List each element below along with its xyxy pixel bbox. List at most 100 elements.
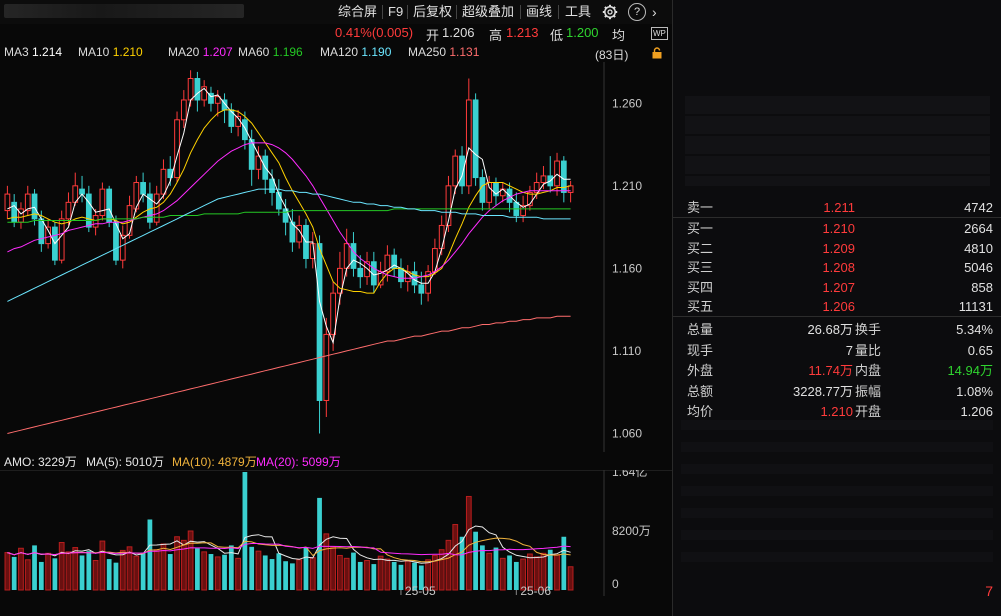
volume-bar <box>547 549 553 590</box>
candle <box>418 271 425 305</box>
open-label: 开 <box>426 28 440 43</box>
amo-ma-line <box>7 537 571 563</box>
ma-legend-item: MA250 1.131 <box>408 45 479 59</box>
volume-bar <box>65 551 72 591</box>
toolbar-draw-button[interactable]: 画线 <box>526 4 553 19</box>
candle <box>432 238 438 275</box>
stat-value: 5.34% <box>956 322 993 337</box>
toolbar-adjust-button[interactable]: 后复权 <box>413 4 453 19</box>
toolbar-separator <box>558 5 559 19</box>
candle <box>533 172 540 200</box>
price-tick-label: 1.260 <box>612 96 642 110</box>
volume-bar <box>235 557 241 591</box>
bid-price: 1.207 <box>822 279 855 295</box>
ma-line-ma120 <box>7 188 571 302</box>
volume-bar <box>432 554 438 591</box>
toolbar-overlay-button[interactable]: 超级叠加 <box>462 4 515 19</box>
volume-bar <box>337 554 343 591</box>
volume-bar <box>445 539 452 591</box>
candlestick-chart[interactable]: 1.260 1.210 1.160 1.110 1.060 <box>0 62 672 452</box>
corner-value: 7 <box>985 583 993 599</box>
bid-volume: 5046 <box>964 260 993 275</box>
candle <box>24 185 31 216</box>
candle <box>391 248 398 277</box>
volume-bar <box>201 551 208 591</box>
ma-value: 1.196 <box>272 45 303 59</box>
bid-price: 1.206 <box>822 299 855 314</box>
bid-row[interactable]: 买一 1.210 2664 <box>687 219 993 238</box>
volume-bar <box>147 519 153 590</box>
high-value: 1.213 <box>506 25 539 40</box>
stats-row: 均价 1.210 开盘 1.206 <box>687 402 993 422</box>
volume-bar <box>140 552 146 590</box>
date-tick-label: 25-06 <box>520 584 551 596</box>
candle <box>316 235 323 434</box>
chart-panel[interactable]: 综合屏 F9 后复权 超级叠加 画线 工具 ? › 0.41%(0.005) 开… <box>0 0 672 616</box>
volume-bar <box>11 556 17 590</box>
toolbar-f9-button[interactable]: F9 <box>388 4 404 19</box>
candle <box>357 255 364 289</box>
volume-bar <box>86 551 92 590</box>
bid-row[interactable]: 买三 1.208 5046 <box>687 258 993 277</box>
volume-bar <box>180 539 187 591</box>
toolbar-composite-button[interactable]: 综合屏 <box>338 4 378 19</box>
volume-bar <box>459 536 465 590</box>
ask-row[interactable]: 卖一 1.211 4742 <box>687 198 993 217</box>
price-tick-label: 1.210 <box>612 179 642 193</box>
ma-line-ma60 <box>7 208 571 223</box>
stat-value: 1.206 <box>960 404 993 419</box>
stat-value: 1.210 <box>820 404 853 419</box>
candle <box>309 232 316 269</box>
candle <box>445 175 452 233</box>
ma-legend: MA3 1.214 MA10 1.210 MA20 1.207 MA60 1.196 M… <box>0 45 672 61</box>
volume-bar <box>473 531 478 590</box>
candle <box>235 109 241 137</box>
candle <box>208 86 214 112</box>
blurred-header <box>685 96 990 186</box>
price-tick-label: 1.160 <box>612 261 642 275</box>
bid-label: 买五 <box>687 299 714 314</box>
stat-key: 量比 <box>855 342 882 358</box>
amo-legend-item: MA(10): 4879万 <box>172 455 257 469</box>
volume-tick-label: 8200万 <box>612 524 651 538</box>
volume-bar <box>262 555 268 590</box>
ask-price: 1.211 <box>823 200 855 215</box>
volume-bar <box>296 559 303 591</box>
candle <box>85 185 92 233</box>
wp-badge[interactable]: WP <box>651 27 668 40</box>
days-label[interactable]: (83日) <box>595 48 629 62</box>
stat-key: 总量 <box>687 322 714 337</box>
volume-bar <box>32 545 37 590</box>
volume-bar <box>452 524 459 591</box>
bid-row[interactable]: 买五 1.206 11131 <box>687 297 993 316</box>
bid-row[interactable]: 买二 1.209 4810 <box>687 239 993 258</box>
ma-legend-item: MA60 1.196 <box>238 45 303 59</box>
volume-bar <box>153 549 160 591</box>
price-tick-label: 1.060 <box>612 426 642 440</box>
candle <box>493 177 499 206</box>
bid-volume: 11131 <box>958 299 993 314</box>
lock-icon[interactable] <box>651 47 663 59</box>
ma-line-ma20 <box>7 142 571 279</box>
chevron-right-icon[interactable]: › <box>652 4 657 20</box>
candle <box>398 258 404 289</box>
volume-chart[interactable]: 1.64亿 8200万 0 25-05 25-06 <box>0 470 672 596</box>
amo-legend: AMO: 3229万 MA(5): 5010万 MA(10): 4879万 MA(20… <box>0 453 672 469</box>
stats-row: 总额 3228.77万 振幅 1.08% <box>687 382 993 402</box>
toolbar-tools-button[interactable]: 工具 <box>565 4 592 19</box>
gear-icon[interactable] <box>602 4 618 20</box>
volume-bar <box>283 561 288 590</box>
candle <box>248 129 255 186</box>
toolbar-separator <box>456 5 457 19</box>
stats-row: 外盘 11.74万 内盘 14.94万 <box>687 361 993 381</box>
price-tick-label: 1.110 <box>612 344 641 358</box>
bid-row[interactable]: 买四 1.207 858 <box>687 278 993 297</box>
volume-bar <box>486 552 493 591</box>
volume-bar <box>540 552 547 591</box>
help-icon[interactable]: ? <box>628 3 646 21</box>
volume-bar <box>45 552 51 591</box>
candle <box>255 146 262 180</box>
low-value: 1.200 <box>566 25 599 40</box>
volume-bar <box>4 552 11 591</box>
toolbar-separator <box>520 5 521 19</box>
